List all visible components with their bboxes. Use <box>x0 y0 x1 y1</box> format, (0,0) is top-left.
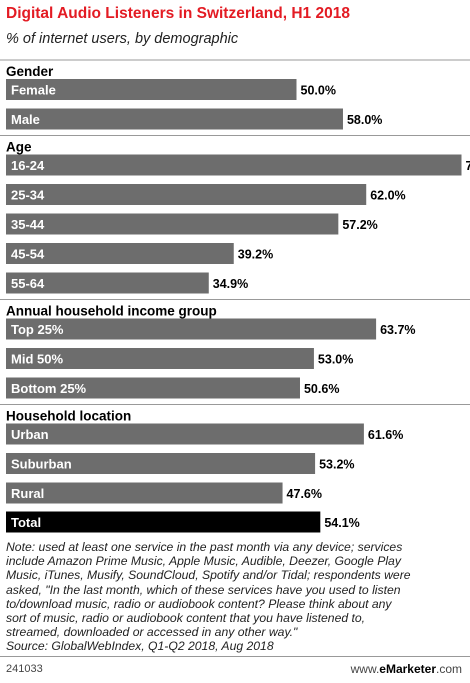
bar-value-label: 39.2% <box>238 248 273 262</box>
bar <box>6 243 234 264</box>
bar-value-label: 53.2% <box>319 458 354 472</box>
bar-category-label: Total <box>11 515 41 530</box>
bar-value-label: 78.4% <box>466 159 470 173</box>
note-line: sort of music, radio or audiobook conten… <box>6 611 366 626</box>
group-heading: Gender <box>6 64 54 79</box>
chart-title: Digital Audio Listeners in Switzerland, … <box>6 5 350 22</box>
bar-value-label: 62.0% <box>370 189 405 203</box>
bar <box>6 318 377 340</box>
bar-category-label: Male <box>11 112 40 127</box>
note-line: Note: used at least one service in the p… <box>6 540 403 554</box>
bar-value-label: 63.7% <box>380 323 415 337</box>
bar-value-label: 50.0% <box>301 84 336 98</box>
bar-category-label: 45-54 <box>11 247 45 262</box>
note-line: to/download music, radio or audiobook co… <box>6 596 392 611</box>
bar <box>6 348 314 369</box>
chart-note: Note: used at least one service in the p… <box>6 540 466 654</box>
bar-category-label: Urban <box>11 427 49 442</box>
bar-value-label: 34.9% <box>213 277 248 291</box>
bar-value-label: 50.6% <box>304 382 339 396</box>
bar-value-label: 58.0% <box>347 113 382 127</box>
bar <box>6 79 297 100</box>
bar-value-label: 57.2% <box>342 218 377 232</box>
bar-category-label: Mid 50% <box>11 352 63 367</box>
group-heading: Annual household income group <box>6 304 217 319</box>
bar-category-label: Suburban <box>11 457 72 472</box>
bar-value-label: 61.6% <box>368 428 403 442</box>
bar-category-label: Rural <box>11 486 44 501</box>
note-line: streamed, downloaded or accessed in any … <box>6 625 298 640</box>
bar-chart: Gender Female 50.0% Male 58.0% Age 16-24 78.4% 2… <box>0 59 470 533</box>
bar-category-label: Bottom 25% <box>11 381 87 396</box>
bar-value-label: 53.0% <box>318 353 353 367</box>
bar-value-label: 47.6% <box>287 487 322 501</box>
bar-category-label: Female <box>11 83 56 98</box>
bar-category-label: 25-34 <box>11 188 45 203</box>
bar <box>6 377 300 399</box>
bar <box>6 108 343 130</box>
note-line: include Amazon Prime Music, Apple Music,… <box>6 554 401 569</box>
bar <box>6 272 209 294</box>
bar-category-label: 35-44 <box>11 217 45 232</box>
chart-subtitle: % of internet users, by demographic <box>6 31 239 47</box>
footer-divider <box>0 656 470 657</box>
bar-category-label: Top 25% <box>11 322 64 337</box>
bar <box>6 184 367 205</box>
bar <box>6 482 283 504</box>
chart-id: 241033 <box>6 663 43 675</box>
bar <box>6 453 316 474</box>
source-line: Source: GlobalWebIndex, Q1-Q2 2018, Aug … <box>6 639 274 654</box>
group-heading: Household location <box>6 409 131 424</box>
brand-logo: www.eMarketer.com <box>350 662 462 676</box>
note-line: asked, "In the last month, which of thes… <box>6 582 401 597</box>
bar <box>6 423 364 445</box>
bar-category-label: 55-64 <box>11 276 45 291</box>
bar-value-label: 54.1% <box>324 516 359 530</box>
note-line: Music, iTunes, Musify, SoundCloud, Spoti… <box>6 568 411 583</box>
bar <box>6 213 339 235</box>
bar <box>6 511 321 533</box>
bar-category-label: 16-24 <box>11 158 45 173</box>
group-heading: Age <box>6 140 32 155</box>
bar <box>6 154 462 176</box>
